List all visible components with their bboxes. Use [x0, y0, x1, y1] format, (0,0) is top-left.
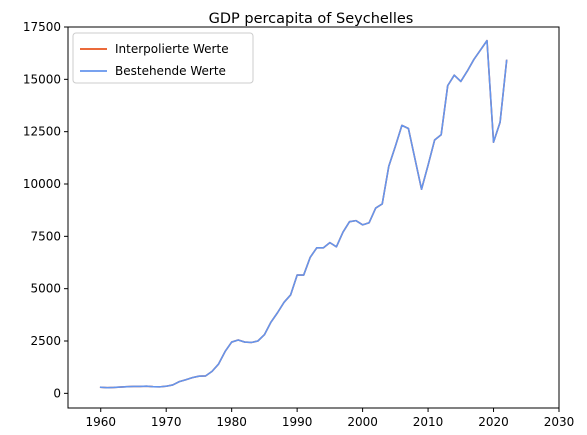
y-tick-label: 5000 — [30, 282, 61, 296]
y-tick-label: 0 — [53, 386, 61, 400]
y-tick-label: 15000 — [23, 72, 61, 86]
x-tick-label: 1960 — [85, 415, 116, 429]
y-tick-label: 17500 — [23, 20, 61, 34]
legend: Interpolierte Werte Bestehende Werte — [72, 32, 254, 84]
series-layer — [99, 39, 508, 389]
series-line-1 — [99, 39, 508, 389]
y-axis: 0 2500 5000 7500 10000 12500 15000 17500 — [23, 20, 68, 400]
legend-label: Interpolierte Werte — [115, 42, 229, 56]
y-tick-label: 2500 — [30, 334, 61, 348]
legend-label: Bestehende Werte — [115, 64, 226, 78]
x-tick-label: 2000 — [347, 415, 378, 429]
y-tick-label: 10000 — [23, 177, 61, 191]
x-tick-label: 2030 — [544, 415, 575, 429]
legend-box — [72, 32, 254, 84]
series-line-2 — [99, 39, 508, 389]
plot-frame — [67, 26, 560, 409]
x-tick-label: 1990 — [282, 415, 313, 429]
x-tick-label: 1970 — [151, 415, 182, 429]
chart-title: GDP percapita of Seychelles — [209, 11, 414, 27]
x-tick-label: 2010 — [413, 415, 444, 429]
x-tick-label: 2020 — [478, 415, 509, 429]
y-tick-label: 12500 — [23, 125, 61, 139]
x-tick-label: 1980 — [216, 415, 247, 429]
y-tick-label: 7500 — [30, 229, 61, 243]
x-axis: 1960 1970 1980 1990 2000 2010 2020 2030 — [85, 408, 574, 429]
